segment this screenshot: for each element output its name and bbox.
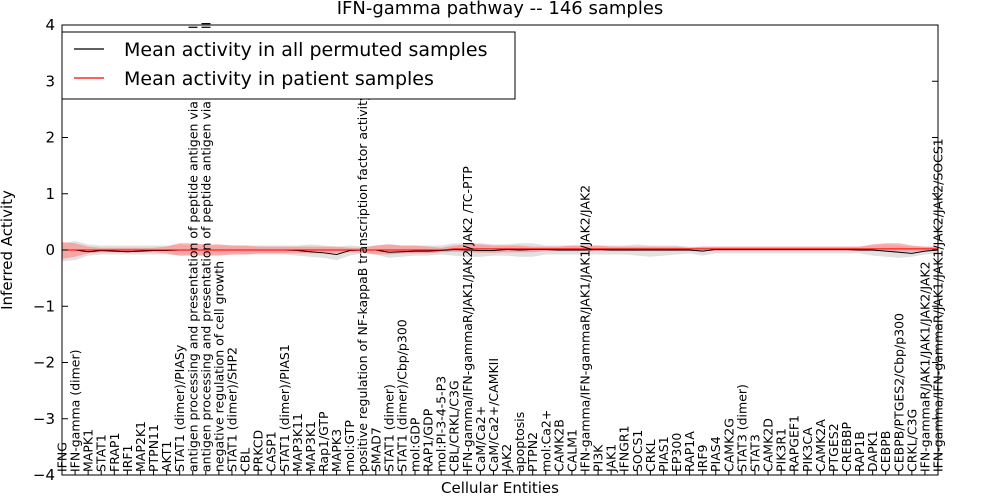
x-tick-label: mol:Ca2+ — [538, 410, 553, 472]
x-tick-label: SMAD7 — [368, 427, 383, 472]
x-tick-label: PTPN2 — [525, 432, 540, 472]
x-tick-label: RAP1/GDP — [421, 408, 436, 472]
x-tick-label: PRKCD — [251, 430, 266, 472]
x-tick-label: PTPN11 — [146, 424, 161, 472]
x-tick-label: PIK3R1 — [774, 428, 789, 472]
x-tick-label: antigen processing and presentation of p… — [185, 25, 200, 472]
x-tick-label: IRF1 — [120, 444, 135, 472]
x-tick-label: STAT1 (dimer)/SHP2 — [224, 347, 239, 472]
x-tick-label: RAP1B — [852, 431, 867, 472]
x-tick-label: PIAS4 — [708, 436, 723, 472]
y-tick-label: 2 — [45, 129, 55, 147]
patient-band — [62, 242, 938, 259]
x-tick-label: Rap1/GTP — [316, 411, 331, 472]
x-tick-label: MAPK3 — [329, 429, 344, 472]
plot-frame — [61, 24, 939, 476]
x-tick-label: CALM1 — [564, 429, 579, 472]
x-tick-label: IFN-gamma/IFN-gammaR/JAK1/JAK1/JAK2/JAK2 — [577, 185, 592, 472]
x-tick-label: mol:PI-3-4-5-P3 — [434, 376, 449, 472]
x-tick-label: JAK1 — [604, 444, 619, 473]
x-tick-label: IFNGR1 — [617, 425, 632, 472]
x-tick-label: STAT1 (dimer)/PIAS1 — [277, 344, 292, 472]
x-tick-label: negative regulation of cell growth — [211, 261, 226, 472]
x-tick-label: STAT1 (dimer) — [381, 384, 396, 472]
x-tick-label: SOCS1 — [630, 430, 645, 472]
x-tick-label: STAT1 — [94, 434, 109, 472]
x-tick-label: apoptosis — [512, 412, 527, 472]
x-tick-label: EP300 — [669, 433, 684, 472]
x-tick-label: CBL/CRKL/C3G — [447, 380, 462, 472]
x-tick-label: RAP1A — [682, 431, 697, 472]
y-tick-label: −2 — [33, 354, 55, 372]
y-axis: −4 −3 −2 −1 0 1 2 3 4 — [33, 16, 939, 484]
x-tick-label: MAPK1 — [81, 429, 96, 472]
y-axis-label: Inferred Activity — [0, 190, 16, 310]
x-tick-label: CEBPB/PTGES2/Cbp/p300 — [891, 313, 906, 472]
y-tick-label: 1 — [45, 185, 55, 203]
series-lines — [62, 248, 939, 256]
x-tick-label: CBL — [238, 448, 253, 472]
x-tick-label: PIAS1 — [656, 436, 671, 472]
x-tick-label: CRKL — [643, 439, 658, 472]
x-tick-label: CEBPB — [878, 431, 893, 472]
x-tick-label: STAT1 (dimer)/Cbp/p300 — [394, 319, 409, 472]
x-tick-label: positive regulation of NF-kappaB transcr… — [355, 93, 370, 472]
x-tick-label: CRKL/C3G — [904, 409, 919, 472]
legend: Mean activity in all permuted samples Me… — [61, 31, 516, 100]
x-tick-label: antigen processing and presentation of p… — [198, 22, 213, 472]
x-tick-label: IFN-gamma (dimer) — [68, 350, 83, 473]
x-tick-label: mol:GTP — [342, 420, 357, 472]
chart-title: IFN-gamma pathway -- 146 samples — [337, 0, 664, 19]
x-tick-label: FRAP1 — [107, 433, 122, 472]
x-tick-label: IFN-gammaR/JAK1/JAK1/JAK2/JAK2 — [917, 261, 932, 472]
x-tick-label: MAP3K11 — [290, 413, 305, 472]
confidence-bands — [62, 241, 938, 262]
legend-box — [61, 31, 516, 100]
y-tick-label: −1 — [33, 297, 55, 315]
x-tick-label: RAPGEF1 — [787, 415, 802, 472]
x-tick-label: CaM/Ca2+/CAMKII — [486, 358, 501, 472]
x-tick-label: AKT1 — [159, 441, 174, 472]
x-tick-label: CASP1 — [264, 431, 279, 472]
x-tick-label: DAPK1 — [865, 430, 880, 472]
x-tick-label: JAK2 — [499, 444, 514, 473]
y-tick-label: −4 — [33, 466, 55, 484]
x-tick-label: CaM/Ca2+ — [473, 406, 488, 472]
x-tick-label: PI3K — [591, 444, 606, 472]
legend-label-patient: Mean activity in patient samples — [124, 68, 434, 90]
x-tick-label: STAT3 — [747, 434, 762, 472]
x-tick-label: IRF9 — [695, 444, 710, 472]
x-tick-label: PIK3CA — [800, 427, 815, 472]
y-tick-label: 3 — [45, 72, 55, 90]
x-tick-label: STAT1 (dimer)/PIASy — [172, 344, 187, 472]
x-tick-label: CREBBP — [839, 422, 854, 472]
x-tick-label: MAP2K1 — [133, 421, 148, 472]
x-axis-label: Cellular Entities — [441, 479, 559, 497]
x-tick-label: PTGES2 — [826, 423, 841, 472]
x-tick-label: CAMK2D — [761, 418, 776, 472]
y-tick-label: 4 — [45, 16, 55, 34]
patient-mean-line — [62, 248, 938, 251]
x-tick-label: mol:GDP — [408, 417, 423, 472]
legend-label-permuted: Mean activity in all permuted samples — [124, 39, 487, 61]
y-tick-label: −3 — [33, 410, 55, 428]
x-tick-label: IFN-gamma/IFN-gammaR/JAK1/JAK2/JAK2 /TC-… — [460, 166, 475, 472]
x-tick-label: CAMK2B — [551, 419, 566, 472]
x-tick-label: STAT3 (dimer) — [734, 384, 749, 472]
y-tick-label: 0 — [45, 241, 55, 259]
x-tick-label: MAP3K1 — [303, 421, 318, 472]
x-tick-label: CAMK2A — [813, 419, 828, 472]
x-tick-label: CAMK2G — [721, 418, 736, 472]
